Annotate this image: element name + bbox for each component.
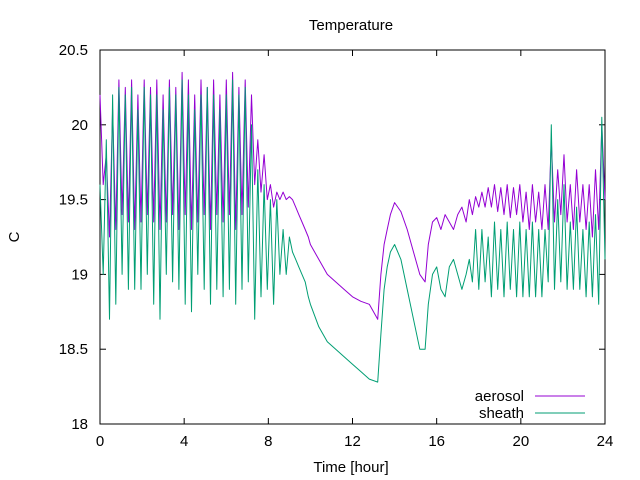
x-tick-label: 4	[180, 433, 188, 450]
series-line-aerosol	[99, 71, 606, 320]
y-tick-label: 18	[71, 416, 88, 433]
x-tick-label: 16	[428, 433, 445, 450]
x-tick-label: 8	[264, 433, 272, 450]
x-tick-label: 24	[597, 433, 614, 450]
y-tick-label: 20.5	[59, 42, 88, 59]
y-tick-label: 19	[71, 266, 88, 283]
series-line-sheath	[99, 79, 606, 383]
y-tick-label: 18.5	[59, 341, 88, 358]
chart-title: Temperature	[309, 17, 393, 34]
x-tick-label: 12	[344, 433, 361, 450]
y-tick-label: 19.5	[59, 192, 88, 209]
legend-label-aerosol: aerosol	[475, 388, 524, 405]
legend-label-sheath: sheath	[479, 405, 524, 422]
y-tick-label: 20	[71, 117, 88, 134]
x-tick-label: 20	[512, 433, 529, 450]
x-tick-label: 0	[96, 433, 104, 450]
x-axis-label: Time [hour]	[313, 459, 388, 476]
plot-frame	[99, 49, 606, 425]
series-layer	[99, 71, 606, 383]
y-axis-label: C	[6, 231, 23, 242]
